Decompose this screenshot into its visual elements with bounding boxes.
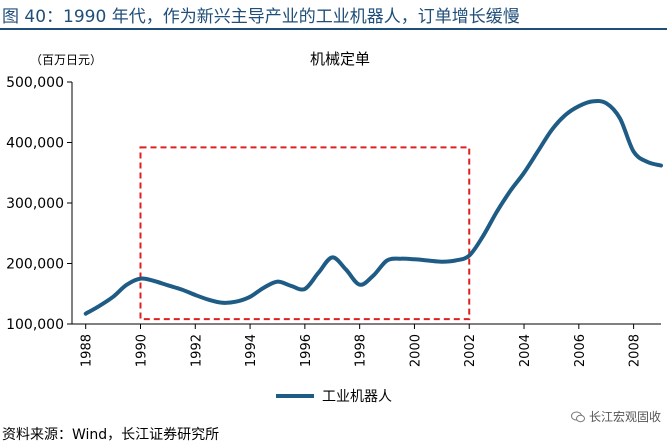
wechat-icon xyxy=(570,411,585,422)
legend-label: 工业机器人 xyxy=(322,389,392,405)
x-tick-label: 2004 xyxy=(518,334,533,367)
title-divider xyxy=(0,28,667,30)
y-tick-label: 400,000 xyxy=(6,136,64,152)
chart-title: 机械定单 xyxy=(310,50,370,68)
axes: 100,000 200,000 300,000 400,000 500,000 1988 1… xyxy=(6,75,661,367)
watermark: 长江宏观固收 xyxy=(570,408,661,425)
legend: 工业机器人 xyxy=(276,389,392,405)
y-unit-label: （百万日元） xyxy=(30,53,102,67)
x-tick-label: 2000 xyxy=(408,334,423,367)
x-tick-label: 1992 xyxy=(189,334,204,367)
x-tick-label: 1996 xyxy=(299,334,314,367)
figure-title: 图 40：1990 年代，作为新兴主导产业的工业机器人，订单增长缓慢 xyxy=(2,7,520,27)
series-line-工业机器人 xyxy=(83,99,663,316)
y-tick-label: 100,000 xyxy=(6,317,64,333)
y-tick-label: 500,000 xyxy=(6,75,64,91)
source-note: 资料来源：Wind，长江证券研究所 xyxy=(2,427,220,443)
series-layer xyxy=(83,99,663,316)
y-tick-label: 300,000 xyxy=(6,196,64,212)
x-tick-label: 1988 xyxy=(80,334,95,367)
watermark-text: 长江宏观固收 xyxy=(588,410,661,424)
x-tick-label: 1994 xyxy=(244,334,259,367)
annotation-layer xyxy=(139,146,471,321)
y-tick-label: 200,000 xyxy=(6,257,64,273)
x-tick-label: 2008 xyxy=(628,334,643,367)
highlight-box xyxy=(139,146,471,321)
x-tick-label: 2006 xyxy=(573,334,588,367)
x-tick-label: 2002 xyxy=(463,334,478,367)
x-tick-label: 1990 xyxy=(134,334,149,367)
x-tick-label: 1998 xyxy=(354,334,369,367)
